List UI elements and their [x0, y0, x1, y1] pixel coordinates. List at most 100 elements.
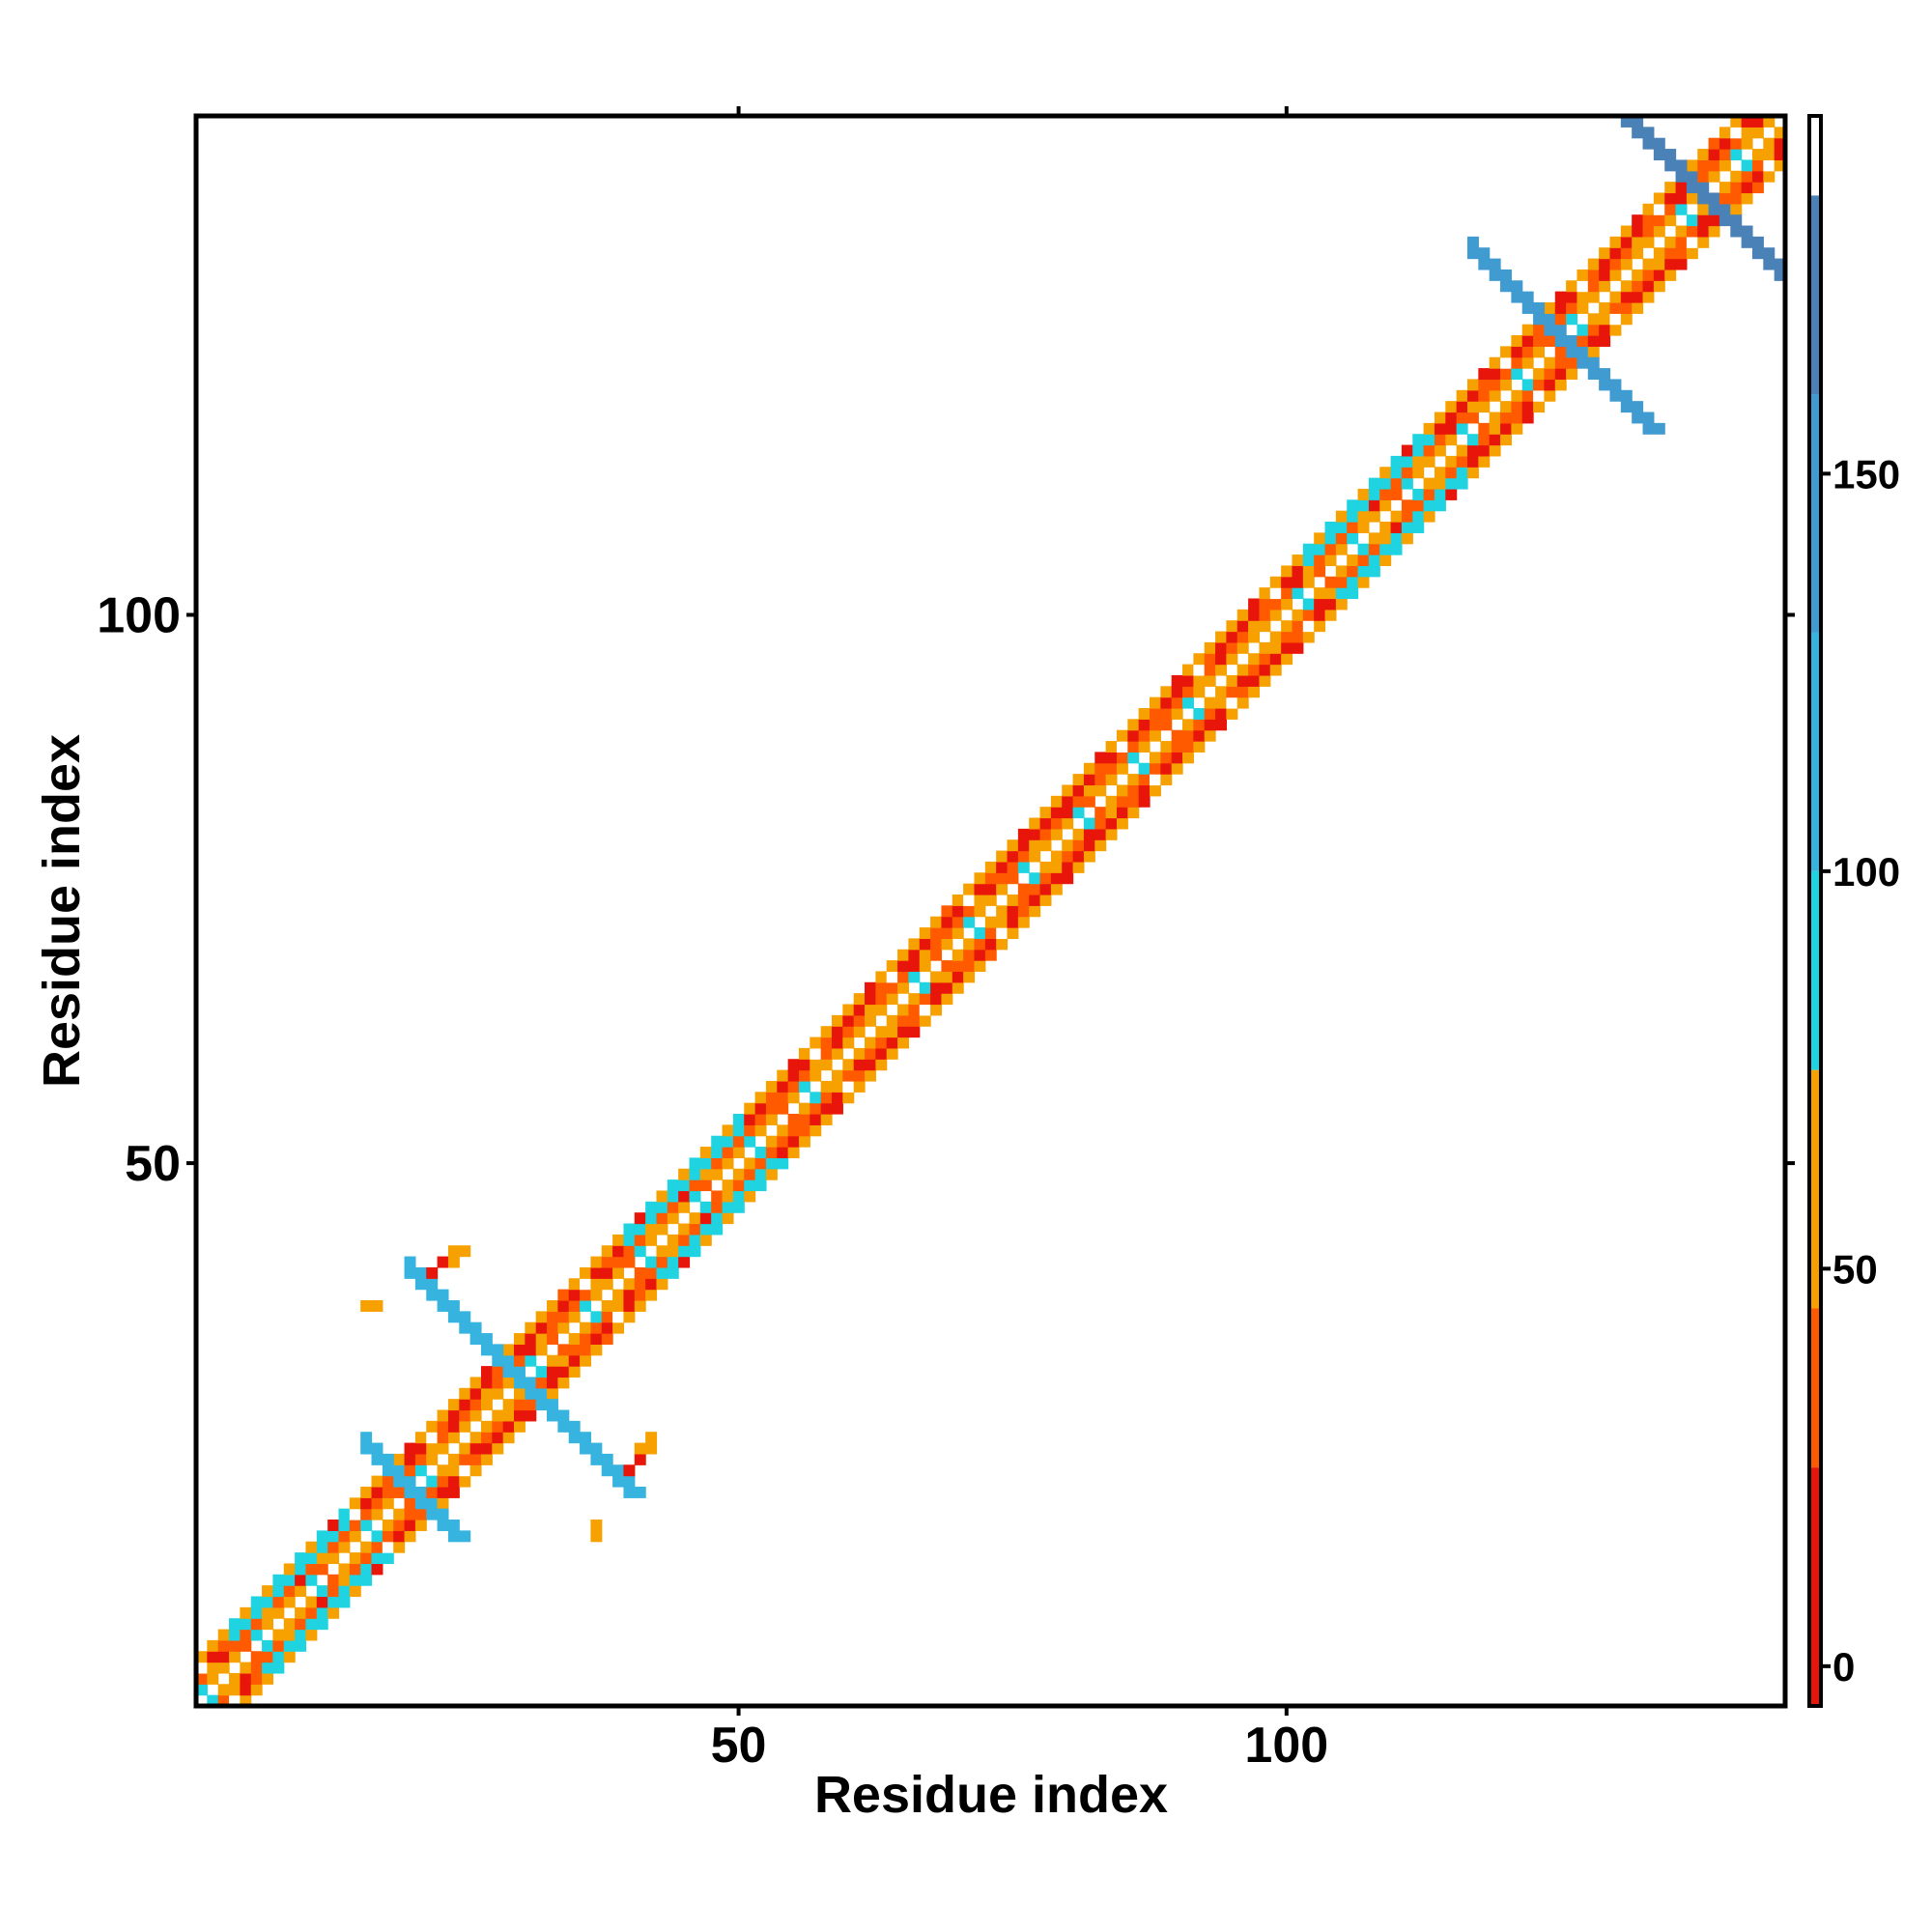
heatmap-cell — [1467, 412, 1479, 424]
heatmap-cell — [437, 1420, 449, 1433]
heatmap-cell — [1686, 247, 1698, 260]
heatmap-cell — [196, 1662, 208, 1674]
heatmap-cell — [480, 1366, 493, 1378]
heatmap-cell — [557, 1289, 570, 1301]
heatmap-cell — [525, 1354, 537, 1367]
heatmap-cell — [414, 1520, 427, 1531]
heatmap-cell — [1281, 576, 1293, 588]
heatmap-cell — [547, 1299, 558, 1312]
heatmap-cell — [1609, 236, 1622, 248]
heatmap-cell — [1456, 455, 1468, 468]
heatmap-cell — [1182, 741, 1194, 753]
heatmap-cell — [875, 1026, 888, 1038]
heatmap-cell — [1324, 554, 1337, 567]
heatmap-cell — [217, 1629, 230, 1641]
heatmap-cell — [1609, 389, 1622, 402]
heatmap-cell — [1577, 346, 1589, 358]
heatmap-cell — [1007, 850, 1019, 863]
heatmap-cell — [1478, 389, 1491, 402]
heatmap-cell — [327, 1541, 340, 1553]
heatmap-cell — [250, 1618, 263, 1631]
heatmap-cell — [525, 1377, 537, 1389]
heatmap-cell — [1467, 236, 1479, 248]
heatmap-cell — [1566, 368, 1578, 381]
heatmap-cell — [1368, 488, 1380, 500]
heatmap-cell — [426, 1289, 439, 1301]
heatmap-cell — [1401, 477, 1413, 490]
heatmap-cell — [414, 1442, 427, 1455]
heatmap-cell — [568, 1432, 581, 1444]
heatmap-cell — [360, 1552, 373, 1565]
heatmap-cell — [1017, 850, 1030, 863]
heatmap-cell — [875, 1047, 888, 1060]
heatmap-cell — [305, 1563, 318, 1576]
heatmap-cell — [535, 1333, 548, 1345]
heatmap-cell — [590, 1256, 603, 1268]
heatmap-cell — [787, 1092, 800, 1104]
heatmap-cell — [1697, 214, 1710, 227]
heatmap-cell — [1269, 598, 1282, 611]
colorbar-tick-label: 0 — [1833, 1644, 1855, 1690]
heatmap-cell — [1116, 752, 1128, 764]
heatmap-cell — [1653, 258, 1665, 270]
heatmap-cell — [1544, 379, 1556, 391]
heatmap-cell — [547, 1387, 558, 1400]
heatmap-cell — [952, 916, 964, 928]
heatmap-cell — [1599, 247, 1611, 260]
heatmap-cell — [469, 1333, 482, 1345]
heatmap-cell — [645, 1234, 658, 1246]
heatmap-cell — [1029, 883, 1041, 895]
heatmap-cell — [754, 1157, 767, 1170]
heatmap-cell — [1533, 346, 1546, 358]
heatmap-cell — [459, 1387, 471, 1400]
heatmap-cell — [1193, 664, 1206, 676]
heatmap-cell — [1763, 116, 1776, 128]
heatmap-cell — [1632, 127, 1644, 139]
heatmap-cell — [437, 1486, 449, 1498]
heatmap-cell — [1751, 149, 1764, 161]
heatmap-cell — [1029, 905, 1041, 918]
heatmap-cell — [502, 1377, 515, 1389]
y-tick-label: 100 — [97, 588, 181, 644]
heatmap-cell — [886, 1037, 898, 1049]
heatmap-cell — [1226, 641, 1238, 654]
heatmap-cell — [1521, 401, 1534, 413]
heatmap-cell — [229, 1672, 241, 1685]
heatmap-cell — [1489, 269, 1501, 281]
heatmap-cell — [1050, 872, 1063, 885]
heatmap-cell — [1160, 762, 1173, 775]
heatmap-cell — [634, 1223, 646, 1236]
heatmap-cell — [612, 1464, 625, 1477]
heatmap-cell — [984, 927, 997, 939]
heatmap-cell — [1314, 554, 1326, 567]
heatmap-cell — [1489, 444, 1501, 457]
heatmap-cell — [1347, 565, 1359, 578]
heatmap-cell — [338, 1530, 351, 1543]
heatmap-cell — [426, 1266, 439, 1279]
heatmap-cell — [1686, 214, 1698, 227]
heatmap-cell — [930, 938, 943, 951]
heatmap-cell — [1127, 795, 1140, 808]
heatmap-cell — [316, 1530, 328, 1543]
heatmap-cell — [1774, 137, 1786, 150]
heatmap-cell — [1599, 324, 1611, 336]
heatmap-cell — [295, 1629, 307, 1641]
heatmap-cell — [974, 960, 986, 973]
heatmap-cell — [393, 1520, 406, 1531]
heatmap-cell — [1314, 587, 1326, 600]
heatmap-cell — [1577, 291, 1589, 303]
heatmap-cell — [580, 1266, 592, 1279]
heatmap-cell — [1554, 291, 1567, 303]
heatmap-cell — [1072, 828, 1085, 840]
heatmap-cell — [897, 949, 910, 961]
heatmap-cell — [1269, 653, 1282, 666]
heatmap-cell — [1050, 850, 1063, 863]
heatmap-cell — [1511, 346, 1523, 358]
heatmap-cell — [1116, 807, 1128, 819]
heatmap-cell — [765, 1168, 778, 1180]
heatmap-cell — [327, 1574, 340, 1586]
heatmap-cell — [1423, 499, 1435, 512]
heatmap-cell — [1127, 807, 1140, 819]
heatmap-cell — [853, 1059, 866, 1071]
